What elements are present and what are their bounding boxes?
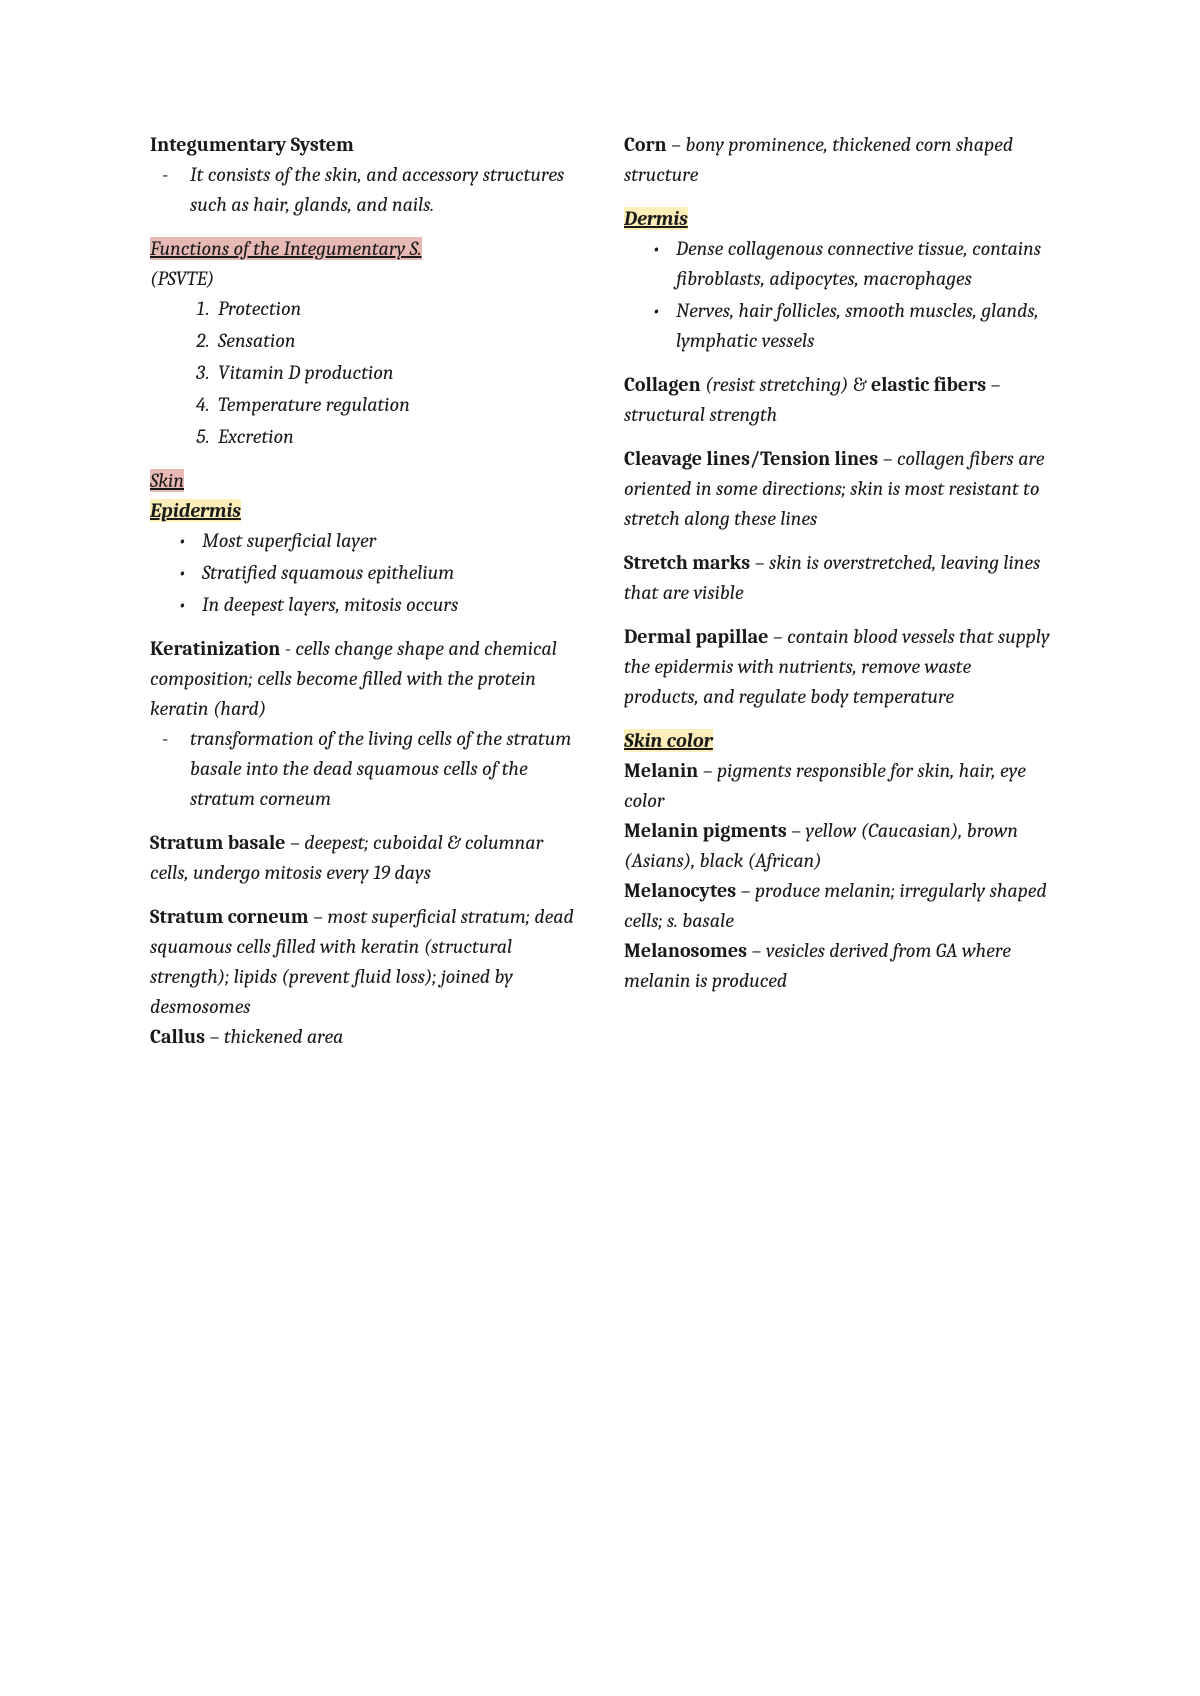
- stretch-term: Stretch marks: [624, 551, 750, 574]
- intro-list: It consists of the skin, and accessory s…: [150, 160, 576, 220]
- epidermis-heading: Epidermis: [150, 499, 241, 522]
- dermis-heading: Dermis: [624, 207, 688, 230]
- section-title: Integumentary System It consists of the …: [150, 130, 576, 220]
- callus-def: – thickened area: [205, 1025, 343, 1048]
- two-column-layout: Integumentary System It consists of the …: [150, 130, 1050, 1052]
- elastic-term: elastic fibers: [871, 373, 986, 396]
- stratum-corneum-block: Stratum corneum – most superficial strat…: [150, 902, 576, 1052]
- right-column: Corn – bony prominence, thickened corn s…: [624, 130, 1050, 1052]
- stratum-basale-block: Stratum basale – deepest; cuboidal & col…: [150, 828, 576, 888]
- epidermis-item: Most superficial layer: [178, 526, 576, 556]
- intro-item: It consists of the skin, and accessory s…: [190, 160, 576, 220]
- dermis-block: Dermis Dense collagenous connective tiss…: [624, 204, 1050, 356]
- mpig-term: Melanin pigments: [624, 819, 787, 842]
- cleavage-term: Cleavage lines/Tension lines: [624, 447, 878, 470]
- function-item: Protection: [214, 294, 576, 324]
- epidermis-item: Stratified squamous epithelium: [178, 558, 576, 588]
- skin-heading-block: Skin: [150, 466, 576, 496]
- sb-term: Stratum basale: [150, 831, 285, 854]
- ampersand: &: [853, 373, 871, 396]
- skincolor-heading: Skin color: [624, 729, 713, 752]
- dermis-list: Dense collagenous connective tissue, con…: [624, 234, 1050, 356]
- function-item: Temperature regulation: [214, 390, 576, 420]
- sc-term: Stratum corneum: [150, 905, 309, 928]
- papillae-term: Dermal papillae: [624, 625, 768, 648]
- title-text: Integumentary System: [150, 133, 354, 156]
- epidermis-block: Epidermis Most superficial layer Stratif…: [150, 496, 576, 620]
- epidermis-list: Most superficial layer Stratified squamo…: [150, 526, 576, 620]
- mcytes-term: Melanocytes: [624, 879, 736, 902]
- function-item: Excretion: [214, 422, 576, 452]
- cleavage-block: Cleavage lines/Tension lines – collagen …: [624, 444, 1050, 534]
- collagen-note: (resist stretching): [701, 373, 853, 396]
- left-column: Integumentary System It consists of the …: [150, 130, 576, 1052]
- corn-def: – bony prominence, thickened corn shaped…: [624, 133, 1013, 186]
- function-item: Sensation: [214, 326, 576, 356]
- callus-term: Callus: [150, 1025, 205, 1048]
- keratinization-sublist: transformation of the living cells of th…: [150, 724, 576, 814]
- keratinization-subitem: transformation of the living cells of th…: [190, 724, 576, 814]
- collagen-block: Collagen (resist stretching) & elastic f…: [624, 370, 1050, 430]
- functions-heading: Functions of the Integumentary S.: [150, 237, 422, 260]
- melanin-term: Melanin: [624, 759, 698, 782]
- dermis-item: Nerves, hair follicles, smooth muscles, …: [652, 296, 1050, 356]
- keratinization-term: Keratinization: [150, 637, 280, 660]
- msomes-term: Melanosomes: [624, 939, 747, 962]
- collagen-term: Collagen: [624, 373, 701, 396]
- corn-term: Corn: [624, 133, 667, 156]
- stretch-block: Stretch marks – skin is overstretched, l…: [624, 548, 1050, 608]
- dermis-item: Dense collagenous connective tissue, con…: [652, 234, 1050, 294]
- epidermis-item: In deepest layers, mitosis occurs: [178, 590, 576, 620]
- functions-list: Protection Sensation Vitamin D productio…: [150, 294, 576, 452]
- papillae-block: Dermal papillae – contain blood vessels …: [624, 622, 1050, 712]
- skin-color-block: Skin color Melanin – pigments responsibl…: [624, 726, 1050, 996]
- keratinization-block: Keratinization - cells change shape and …: [150, 634, 576, 814]
- functions-block: Functions of the Integumentary S. (PSVTE…: [150, 234, 576, 452]
- corn-block: Corn – bony prominence, thickened corn s…: [624, 130, 1050, 190]
- functions-sub: (PSVTE): [150, 267, 214, 290]
- skin-heading: Skin: [150, 469, 184, 492]
- function-item: Vitamin D production: [214, 358, 576, 388]
